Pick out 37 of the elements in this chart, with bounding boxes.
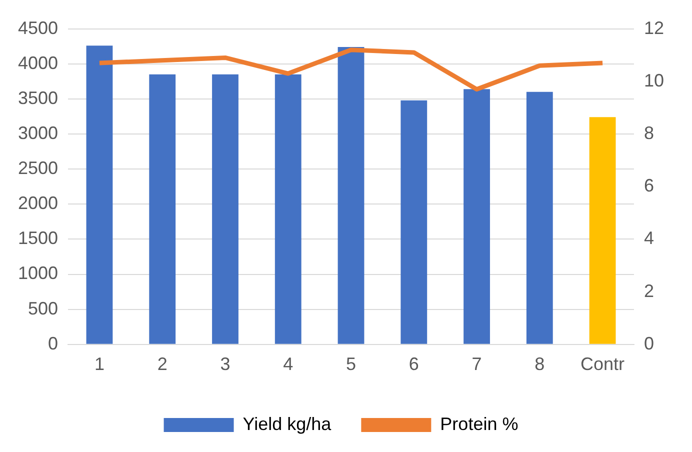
bar [212,74,238,344]
y-tick-label: 3500 [18,88,58,108]
y2-tick-label: 4 [644,228,654,248]
x-tick-label: Contr [580,354,625,374]
y-tick-label: 3000 [18,122,58,143]
x-tick-label: 6 [408,354,419,374]
y-tick-label: 0 [48,333,58,354]
x-tick-label: 8 [534,354,545,374]
y2-tick-label: 0 [644,333,654,354]
bar [274,74,302,344]
bar [338,47,364,344]
bar [86,46,113,344]
x-tick-label: 2 [157,354,168,374]
bar [149,74,176,344]
legend-label: Protein % [440,414,518,434]
y2-tick-label: 10 [644,70,664,90]
y-tick-label: 1500 [18,228,58,248]
x-tick-label: 5 [346,354,356,374]
y2-tick-label: 2 [644,280,654,301]
y-tick-label: 4500 [18,18,58,38]
y-tick-label: 4000 [18,52,58,73]
x-tick-label: 1 [94,354,104,374]
y-tick-label: 2000 [18,193,58,214]
bar [400,100,428,344]
x-tick-label: 7 [472,354,482,374]
y2-tick-label: 12 [644,18,664,38]
bar [526,92,553,344]
y2-tick-label: 8 [644,122,654,143]
bar [464,89,490,344]
x-tick-label: 4 [283,354,294,374]
y-tick-label: 500 [28,298,58,318]
y-tick-label: 2500 [18,158,58,178]
y2-tick-label: 6 [644,176,654,196]
y-tick-label: 1000 [18,263,58,284]
x-tick-label: 3 [220,354,230,374]
legend-label: Yield kg/ha [242,414,332,434]
bar [589,117,616,344]
